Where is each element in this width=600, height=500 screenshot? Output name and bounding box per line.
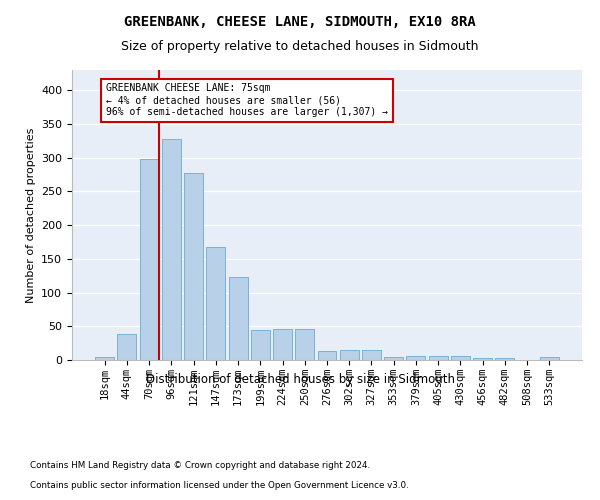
Bar <box>206 248 225 360</box>
Bar <box>451 356 470 360</box>
Text: GREENBANK CHEESE LANE: 75sqm
← 4% of detached houses are smaller (56)
96% of sem: GREENBANK CHEESE LANE: 75sqm ← 4% of det… <box>106 84 388 116</box>
Bar <box>162 139 181 360</box>
Bar <box>251 330 270 360</box>
Bar <box>95 358 114 360</box>
Bar <box>362 350 381 360</box>
Bar <box>118 334 136 360</box>
Text: GREENBANK, CHEESE LANE, SIDMOUTH, EX10 8RA: GREENBANK, CHEESE LANE, SIDMOUTH, EX10 8… <box>124 15 476 29</box>
Text: Distribution of detached houses by size in Sidmouth: Distribution of detached houses by size … <box>146 372 455 386</box>
Bar <box>340 350 359 360</box>
Bar <box>384 356 403 360</box>
Bar <box>496 358 514 360</box>
Bar <box>229 277 248 360</box>
Bar <box>406 356 425 360</box>
Bar <box>473 358 492 360</box>
Bar <box>184 172 203 360</box>
Bar <box>295 329 314 360</box>
Text: Contains HM Land Registry data © Crown copyright and database right 2024.: Contains HM Land Registry data © Crown c… <box>30 461 370 470</box>
Text: Size of property relative to detached houses in Sidmouth: Size of property relative to detached ho… <box>121 40 479 53</box>
Bar <box>140 159 158 360</box>
Bar <box>429 356 448 360</box>
Y-axis label: Number of detached properties: Number of detached properties <box>26 128 35 302</box>
Text: Contains public sector information licensed under the Open Government Licence v3: Contains public sector information licen… <box>30 481 409 490</box>
Bar <box>540 358 559 360</box>
Bar <box>317 350 337 360</box>
Bar <box>273 329 292 360</box>
